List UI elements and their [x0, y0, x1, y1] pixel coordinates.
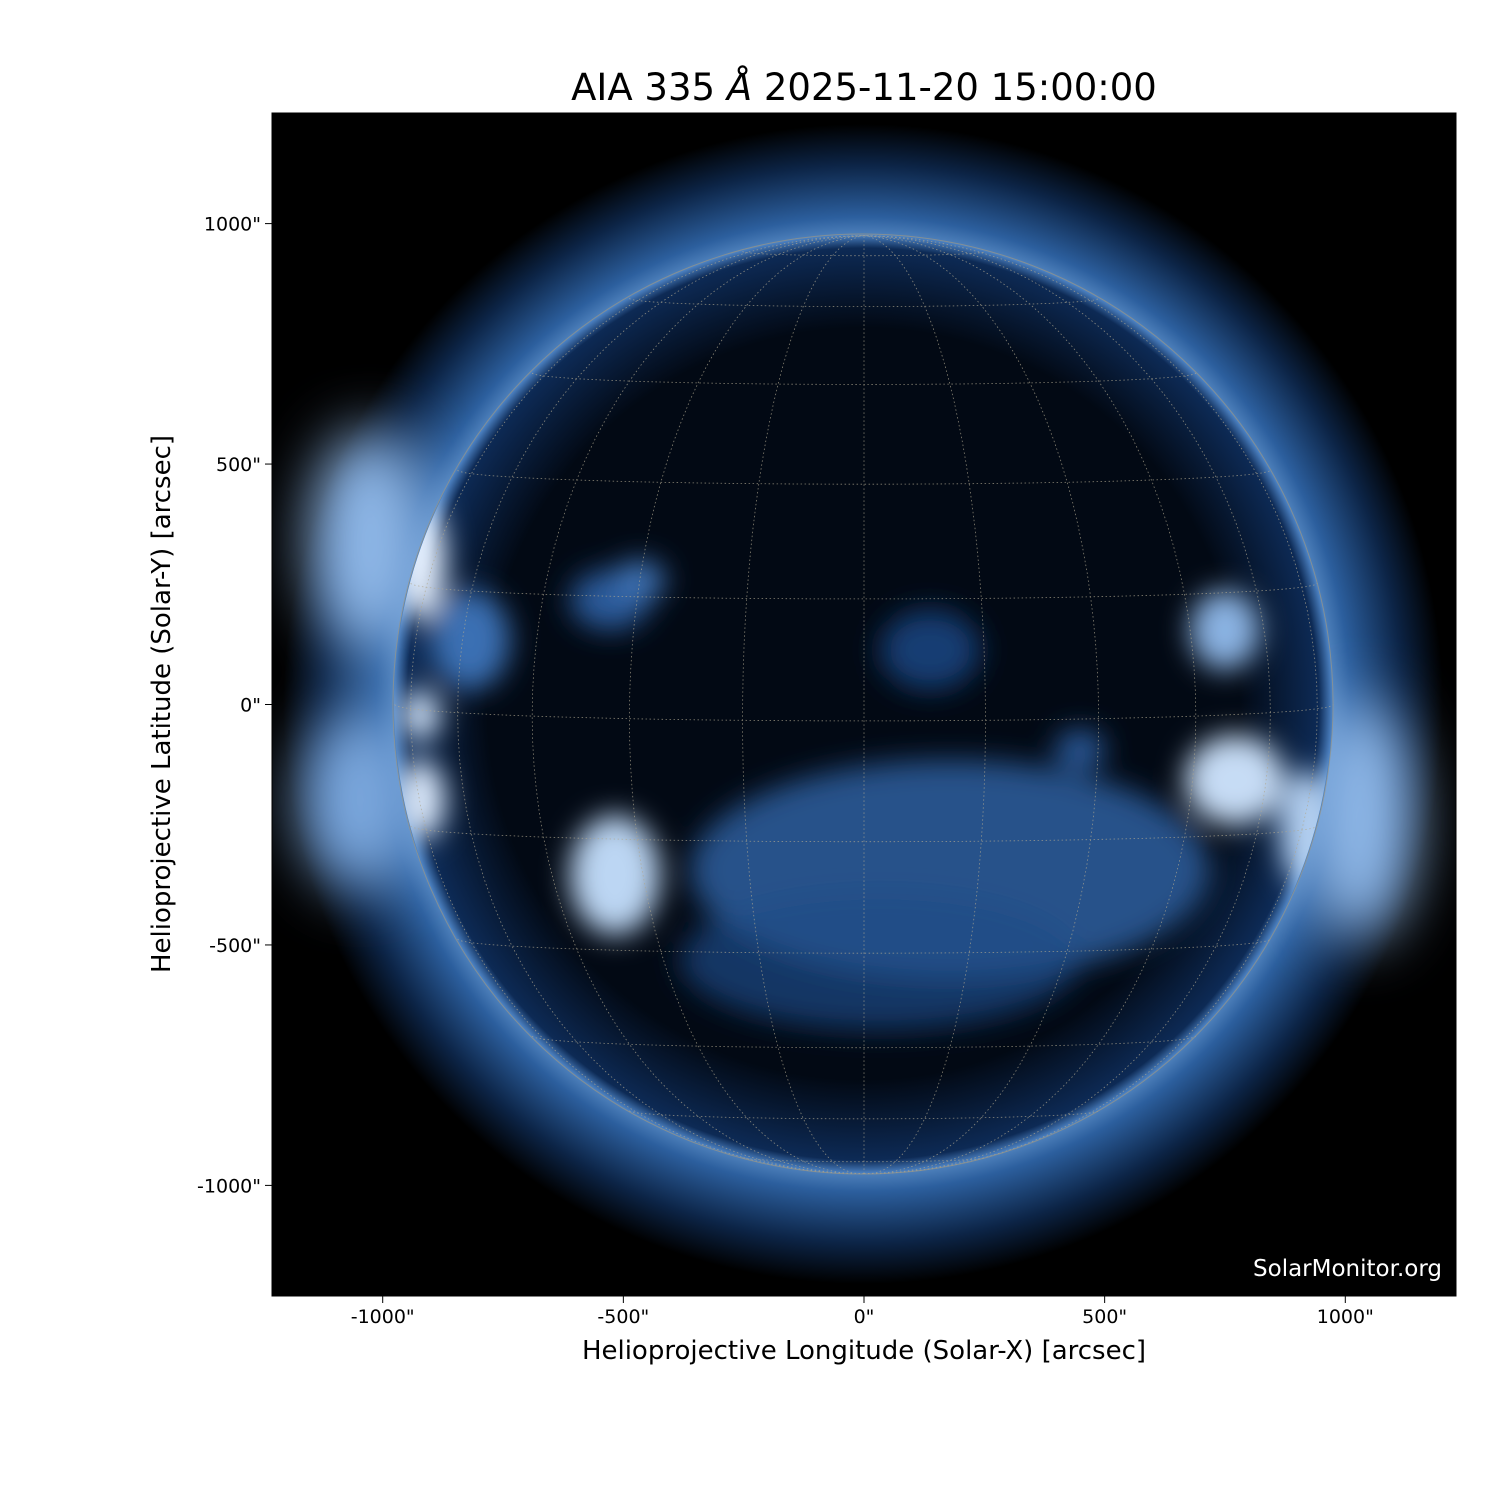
meridian-line [863, 235, 986, 1175]
y-axis: 1000" 500" 0" -500" -1000" [197, 214, 272, 1197]
watermark: SolarMonitor.org [1253, 1256, 1442, 1282]
x-axis: -1000" -500" 0" 500" 1000" [351, 1296, 1374, 1328]
y-tick-label: -1000" [197, 1175, 261, 1197]
meridian-line [863, 235, 1318, 1174]
y-tick-label: 500" [216, 454, 261, 476]
parallel-line [531, 1035, 1197, 1049]
x-axis-label: Helioprojective Longitude (Solar-X) [arc… [581, 1336, 1147, 1366]
y-tick-label: 0" [240, 695, 261, 717]
x-tick-label: 500" [1082, 1306, 1127, 1328]
parallel-line [394, 704, 1334, 722]
x-tick-label: -1000" [351, 1306, 415, 1328]
parallel-line [742, 1157, 986, 1163]
limb-line [392, 233, 1334, 1175]
limb-brightenings [300, 430, 1415, 940]
heliographic-grid [394, 235, 1334, 1175]
x-tick-label: -500" [597, 1306, 649, 1328]
y-tick-label: -500" [209, 935, 261, 957]
y-axis-label: Helioprojective Latitude (Solar-Y) [arcs… [147, 434, 177, 974]
chart-title: AIA 335 Å 2025-11-20 15:00:00 [571, 66, 1157, 109]
parallel-line [531, 372, 1197, 385]
x-tick-label: 0" [854, 1306, 875, 1328]
y-tick-label: 1000" [204, 214, 261, 236]
active-regions [395, 500, 1332, 1030]
parallel-line [742, 251, 986, 257]
x-tick-label: 1000" [1317, 1306, 1374, 1328]
